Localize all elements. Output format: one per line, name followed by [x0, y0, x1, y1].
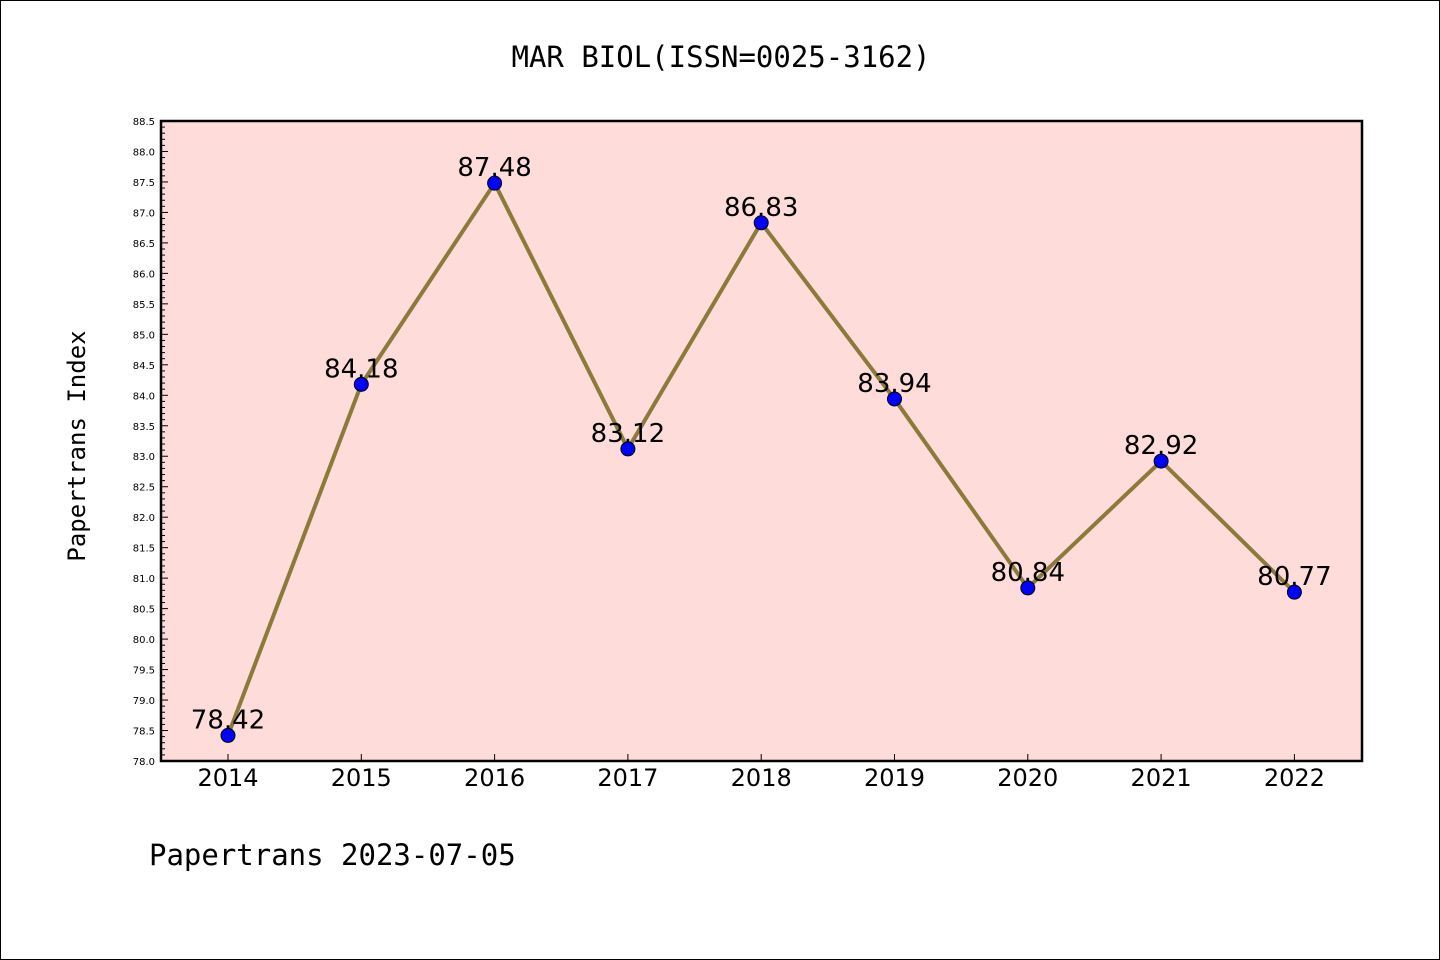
y-tick-label: 87.0	[133, 208, 155, 219]
y-tick-label: 83.0	[133, 452, 155, 463]
chart-title: MAR BIOL(ISSN=0025-3162)	[511, 40, 930, 74]
data-point-marker	[620, 441, 636, 457]
y-axis-ticks: 78.0 78.5 79.0 79.5 80.0 80.5 81.0 81.5 82.0 82.5…	[133, 117, 168, 768]
y-tick-label: 80.5	[133, 605, 155, 616]
data-value-label: 78.42	[191, 705, 265, 735]
y-tick-label: 85.0	[133, 330, 155, 341]
data-point-marker	[487, 175, 503, 191]
data-value-label: 87.48	[457, 153, 531, 183]
y-tick-label: 84.5	[133, 361, 155, 372]
y-tick-label: 79.0	[133, 696, 155, 707]
data-value-label: 80.84	[991, 558, 1065, 588]
footer-text: Papertrans 2023-07-05	[149, 838, 516, 872]
y-tick-label: 78.0	[133, 757, 155, 768]
data-labels: 78.42 84.18 87.48 83.12 86.83 83.94 80.84 82.92…	[191, 153, 1332, 735]
y-tick-label: 82.0	[133, 513, 155, 524]
y-tick-label: 84.0	[133, 391, 155, 402]
x-tick-label: 2017	[597, 764, 658, 792]
x-tick-label: 2022	[1264, 764, 1325, 792]
y-tick-label: 86.0	[133, 269, 155, 280]
data-point-marker	[220, 727, 236, 743]
y-tick-label: 80.0	[133, 635, 155, 646]
x-tick-label: 2018	[731, 764, 792, 792]
data-point-marker	[353, 376, 369, 392]
data-value-label: 80.77	[1257, 562, 1331, 592]
data-point-marker	[1153, 453, 1169, 469]
x-tick-label: 2021	[1131, 764, 1192, 792]
data-value-label: 83.94	[857, 369, 931, 399]
y-tick-label: 83.5	[133, 422, 155, 433]
x-axis-ticks: 2014 2015 2016 2017 2018 2019 2020 2021 2022	[197, 754, 1325, 792]
data-point-marker	[1020, 580, 1036, 596]
data-value-label: 83.12	[591, 419, 665, 449]
x-tick-label: 2014	[197, 764, 258, 792]
data-point-marker	[887, 391, 902, 407]
x-tick-label: 2019	[864, 764, 925, 792]
x-tick-label: 2020	[997, 764, 1058, 792]
y-axis-label: Papertrans Index	[63, 330, 91, 561]
y-tick-label: 86.5	[133, 239, 155, 250]
data-markers	[220, 175, 1302, 743]
y-tick-label: 82.5	[133, 483, 155, 494]
data-value-label: 86.83	[724, 193, 798, 223]
y-tick-label: 88.5	[133, 117, 155, 128]
data-point-marker	[1286, 584, 1302, 600]
y-tick-label: 87.5	[133, 178, 155, 189]
y-tick-label: 81.0	[133, 574, 155, 585]
y-tick-label: 78.5	[133, 727, 155, 738]
data-point-marker	[753, 215, 769, 231]
y-tick-label: 88.0	[133, 147, 155, 158]
data-value-label: 84.18	[324, 354, 398, 384]
x-tick-label: 2016	[464, 764, 525, 792]
y-tick-label: 79.5	[133, 666, 155, 677]
y-tick-label: 81.5	[133, 544, 155, 555]
x-tick-label: 2015	[331, 764, 392, 792]
data-value-label: 82.92	[1124, 431, 1198, 461]
y-tick-label: 85.5	[133, 300, 155, 311]
